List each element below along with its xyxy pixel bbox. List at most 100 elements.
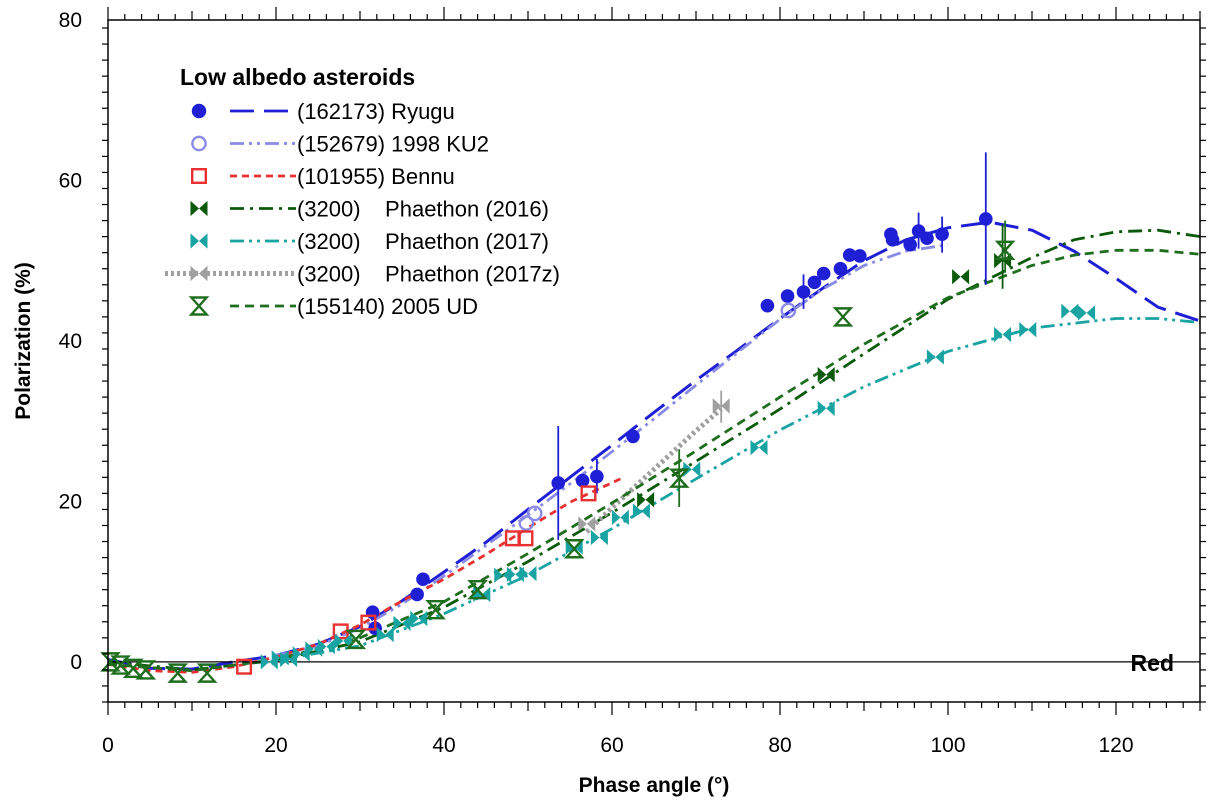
legend-marker-162173-ryugu bbox=[191, 103, 207, 119]
data-point-155140-2005-ud bbox=[135, 660, 157, 680]
data-point-162173-ryugu bbox=[590, 469, 604, 484]
data-point-162173-ryugu bbox=[796, 285, 811, 299]
legend-marker-152679-1998-ku2 bbox=[191, 135, 207, 152]
data-point-3200-phaethon-2017 bbox=[317, 638, 335, 655]
data-point-155140-2005-ud bbox=[345, 629, 367, 650]
data-point-3200-phaethon-2017 bbox=[994, 326, 1012, 343]
data-point-162173-ryugu bbox=[935, 227, 949, 242]
fit-curve-3200-phaethon-2016 bbox=[108, 228, 1200, 672]
fit-curve-101955-bennu bbox=[108, 477, 621, 674]
data-point-3200-phaethon-2017 bbox=[410, 610, 428, 627]
data-point-155140-2005-ud bbox=[425, 600, 446, 620]
data-point-3200-phaethon-2016 bbox=[817, 366, 835, 383]
legend-item-162173-ryugu: (162173) Ryugu bbox=[191, 99, 455, 124]
data-point-3200-phaethon-2017 bbox=[632, 503, 650, 519]
data-point-3200-phaethon-2016 bbox=[952, 269, 970, 285]
legend-item-155140-2005-ud: (155140) 2005 UD bbox=[188, 294, 478, 319]
data-point-101955-bennu bbox=[580, 485, 597, 502]
plot-frame bbox=[107, 19, 1201, 703]
data-point-162173-ryugu bbox=[760, 298, 775, 313]
data-point-155140-2005-ud bbox=[196, 663, 218, 683]
data-point-3200-phaethon-2017 bbox=[376, 626, 394, 643]
data-point-162173-ryugu bbox=[903, 237, 917, 252]
data-point-3200-phaethon-2017z bbox=[578, 516, 596, 532]
data-point-162173-ryugu bbox=[979, 212, 993, 226]
data-point-152679-1998-ku2 bbox=[526, 505, 543, 522]
x-tick-label: 60 bbox=[600, 734, 623, 757]
legend-label-3200-phaethon-2017z: (3200) Phaethon (2017z) bbox=[297, 262, 560, 287]
data-point-3200-phaethon-2017 bbox=[1061, 303, 1079, 319]
data-point-155140-2005-ud bbox=[122, 658, 144, 679]
data-point-3200-phaethon-2017 bbox=[590, 529, 608, 546]
legend-marker-3200-phaethon-2017 bbox=[190, 233, 208, 249]
data-point-3200-phaethon-2017 bbox=[334, 633, 352, 649]
data-point-155140-2005-ud bbox=[563, 539, 585, 559]
fit-curve-3200-phaethon-2017z bbox=[585, 407, 723, 534]
data-point-155140-2005-ud bbox=[832, 307, 854, 327]
data-point-162173-ryugu bbox=[833, 261, 848, 276]
band-annotation: Red bbox=[1131, 650, 1174, 676]
fit-curve-155140-2005-ud bbox=[108, 248, 1200, 673]
legend-marker-101955-bennu bbox=[190, 167, 207, 184]
x-tick-label: 0 bbox=[102, 734, 114, 757]
y-axis-title: Polarization (%) bbox=[12, 262, 35, 420]
data-point-155140-2005-ud bbox=[167, 663, 189, 683]
x-tick-label: 100 bbox=[930, 734, 965, 757]
legend-item-3200-phaethon-2017: (3200) Phaethon (2017) bbox=[190, 229, 549, 254]
fit-curve-3200-phaethon-2017 bbox=[275, 317, 1200, 662]
data-point-162173-ryugu bbox=[807, 275, 822, 290]
data-point-3200-phaethon-2017 bbox=[1019, 322, 1037, 338]
legend-label-162173-ryugu: (162173) Ryugu bbox=[297, 99, 455, 124]
data-point-155140-2005-ud bbox=[467, 579, 488, 600]
data-point-162173-ryugu bbox=[410, 587, 424, 602]
y-tick-label: 80 bbox=[59, 9, 82, 32]
legend-label-101955-bennu: (101955) Bennu bbox=[297, 164, 455, 189]
legend: Low albedo asteroids (162173) Ryugu (1526… bbox=[165, 64, 560, 319]
x-tick-label: 80 bbox=[768, 734, 791, 757]
y-tick-label: 20 bbox=[59, 490, 82, 513]
data-point-3200-phaethon-2017z bbox=[712, 398, 730, 414]
data-point-3200-phaethon-2017 bbox=[926, 349, 944, 365]
data-point-162173-ryugu bbox=[853, 249, 867, 263]
data-point-155140-2005-ud bbox=[110, 655, 131, 675]
x-tick-label: 40 bbox=[432, 734, 455, 757]
y-tick-label: 60 bbox=[59, 169, 82, 192]
data-point-3200-phaethon-2017 bbox=[611, 509, 629, 526]
legend-item-152679-1998-ku2: (152679) 1998 KU2 bbox=[191, 132, 489, 157]
data-point-162173-ryugu bbox=[575, 473, 590, 488]
legend-item-3200-phaethon-2017z: (3200) Phaethon (2017z) bbox=[165, 262, 560, 287]
data-point-162173-ryugu bbox=[416, 572, 430, 587]
legend-marker-3200-phaethon-2016 bbox=[190, 200, 208, 217]
data-point-162173-ryugu bbox=[626, 429, 640, 444]
data-point-3200-phaethon-2017 bbox=[817, 400, 835, 416]
data-point-101955-bennu bbox=[236, 658, 253, 675]
data-point-3200-phaethon-2017 bbox=[393, 615, 411, 632]
data-point-3200-phaethon-2016 bbox=[637, 492, 655, 508]
x-tick-label: 120 bbox=[1098, 734, 1133, 757]
axes: 0 20 40 60 80 100 120 0 20 40 60 80 bbox=[59, 7, 1206, 757]
y-tick-label: 0 bbox=[70, 651, 82, 674]
data-point-155140-2005-ud bbox=[668, 468, 690, 488]
legend-marker-3200-phaethon-2017z bbox=[190, 265, 208, 282]
data-point-101955-bennu bbox=[517, 530, 534, 547]
data-point-162173-ryugu bbox=[842, 248, 857, 262]
data-point-162173-ryugu bbox=[780, 289, 795, 303]
data-point-162173-ryugu bbox=[920, 231, 934, 246]
data-point-101955-bennu bbox=[360, 614, 377, 631]
data-point-3200-phaethon-2017 bbox=[1078, 305, 1096, 321]
data-point-162173-ryugu bbox=[885, 233, 900, 247]
legend-marker-155140-2005-ud bbox=[188, 296, 210, 316]
y-tick-label: 40 bbox=[59, 330, 82, 353]
fit-curve-162173-ryugu bbox=[108, 220, 1200, 671]
data-point-152679-1998-ku2 bbox=[780, 302, 797, 319]
data-point-3200-phaethon-2017 bbox=[519, 565, 537, 582]
x-axis-title: Phase angle (°) bbox=[579, 774, 730, 797]
legend-item-3200-phaethon-2016: (3200) Phaethon (2016) bbox=[190, 197, 549, 222]
legend-label-3200-phaethon-2017: (3200) Phaethon (2017) bbox=[297, 229, 549, 254]
data-point-3200-phaethon-2017 bbox=[750, 440, 768, 456]
data-point-3200-phaethon-2017 bbox=[683, 461, 701, 477]
fit-curve-152679-1998-ku2 bbox=[275, 243, 949, 657]
legend-label-155140-2005-ud: (155140) 2005 UD bbox=[297, 294, 478, 319]
error-bars bbox=[557, 152, 1007, 540]
